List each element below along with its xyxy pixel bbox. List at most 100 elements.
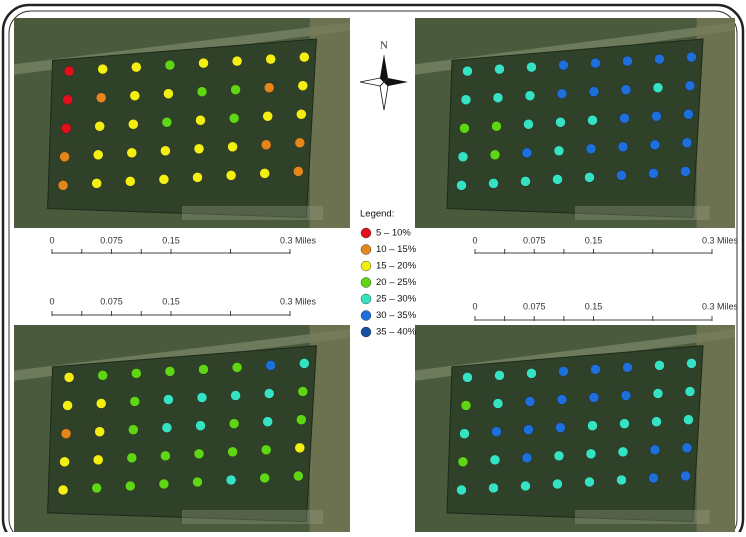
sample-point (260, 473, 270, 483)
sample-point (127, 453, 137, 463)
scale-label: 0.15 (162, 235, 180, 245)
sample-point (494, 370, 504, 380)
sample-point (587, 421, 597, 431)
legend-title: Legend: (360, 209, 394, 220)
map-panel (415, 325, 735, 532)
legend-label: 10 – 15% (376, 244, 417, 255)
sample-point (554, 146, 564, 156)
sample-point (587, 115, 597, 125)
sample-point (526, 368, 536, 378)
sample-point (163, 395, 173, 405)
sample-point (264, 389, 274, 399)
sample-point (61, 429, 71, 439)
sample-point (458, 457, 468, 467)
sample-point (98, 370, 108, 380)
legend-label: 25 – 30% (376, 294, 417, 305)
sample-point (584, 172, 594, 182)
scale-label: 0.15 (162, 296, 180, 306)
scale-label: 0 (472, 235, 477, 245)
scale-label: 0.075 (523, 301, 546, 311)
sample-point (557, 89, 567, 99)
sample-point (163, 89, 173, 99)
sample-point (95, 121, 105, 131)
sample-point (654, 360, 664, 370)
sample-point (651, 417, 661, 427)
sample-point (263, 417, 273, 427)
sample-point (555, 423, 565, 433)
attribution (182, 206, 323, 220)
scale-label: 0.3 Miles (702, 235, 739, 245)
sample-point (131, 62, 141, 72)
scale-label: 0.075 (100, 235, 123, 245)
sample-point (160, 451, 170, 461)
field (48, 39, 317, 218)
attribution (575, 206, 709, 220)
sample-point (682, 443, 692, 453)
legend-label: 35 – 40% (376, 327, 417, 338)
sample-point (552, 479, 562, 489)
sample-point (232, 362, 242, 372)
sample-point (293, 166, 303, 176)
sample-point (650, 140, 660, 150)
map-figure: N Legend: 00.0750.150.3 Miles00.0750.150… (0, 0, 746, 532)
sample-point (552, 174, 562, 184)
scale-label: 0.3 Miles (280, 296, 317, 306)
legend-swatch (361, 245, 371, 255)
sample-point (558, 366, 568, 376)
sample-point (526, 62, 536, 72)
sample-point (522, 148, 532, 158)
sample-point (199, 364, 209, 374)
sample-point (682, 138, 692, 148)
sample-point (685, 387, 695, 397)
sample-point (462, 66, 472, 76)
sample-point (296, 109, 306, 119)
sample-point (558, 60, 568, 70)
sample-point (490, 150, 500, 160)
sample-point (95, 427, 105, 437)
sample-point (293, 471, 303, 481)
sample-point (60, 152, 70, 162)
legend-swatch (361, 327, 371, 337)
sample-point (653, 389, 663, 399)
sample-point (456, 180, 466, 190)
sample-point (680, 166, 690, 176)
sample-point (525, 91, 535, 101)
sample-point (653, 83, 663, 93)
sample-point (160, 146, 170, 156)
scale-label: 0.3 Miles (702, 301, 739, 311)
sample-point (125, 481, 135, 491)
sample-point (618, 447, 628, 457)
sample-point (165, 60, 175, 70)
sample-point (555, 117, 565, 127)
sample-point (523, 119, 533, 129)
sample-point (92, 178, 102, 188)
sample-point (621, 85, 631, 95)
sample-point (231, 85, 241, 95)
sample-point (58, 180, 68, 190)
sample-point (590, 364, 600, 374)
sample-point (621, 391, 631, 401)
sample-point (261, 140, 271, 150)
legend-swatch (361, 261, 371, 271)
sample-point (299, 52, 309, 62)
sample-point (197, 87, 207, 97)
sample-point (58, 485, 68, 495)
sample-point (648, 473, 658, 483)
sample-point (162, 423, 172, 433)
sample-point (488, 178, 498, 188)
sample-point (683, 415, 693, 425)
legend-label: 30 – 35% (376, 310, 417, 321)
sample-point (522, 453, 532, 463)
sample-point (491, 427, 501, 437)
sample-point (490, 455, 500, 465)
sample-point (128, 425, 138, 435)
scale-label: 0 (49, 296, 54, 306)
scale-label: 0.15 (585, 235, 603, 245)
sample-point (523, 425, 533, 435)
sample-point (686, 358, 696, 368)
sample-point (618, 142, 628, 152)
sample-point (93, 150, 103, 160)
sample-point (295, 138, 305, 148)
sample-point (165, 366, 175, 376)
sample-point (461, 95, 471, 105)
